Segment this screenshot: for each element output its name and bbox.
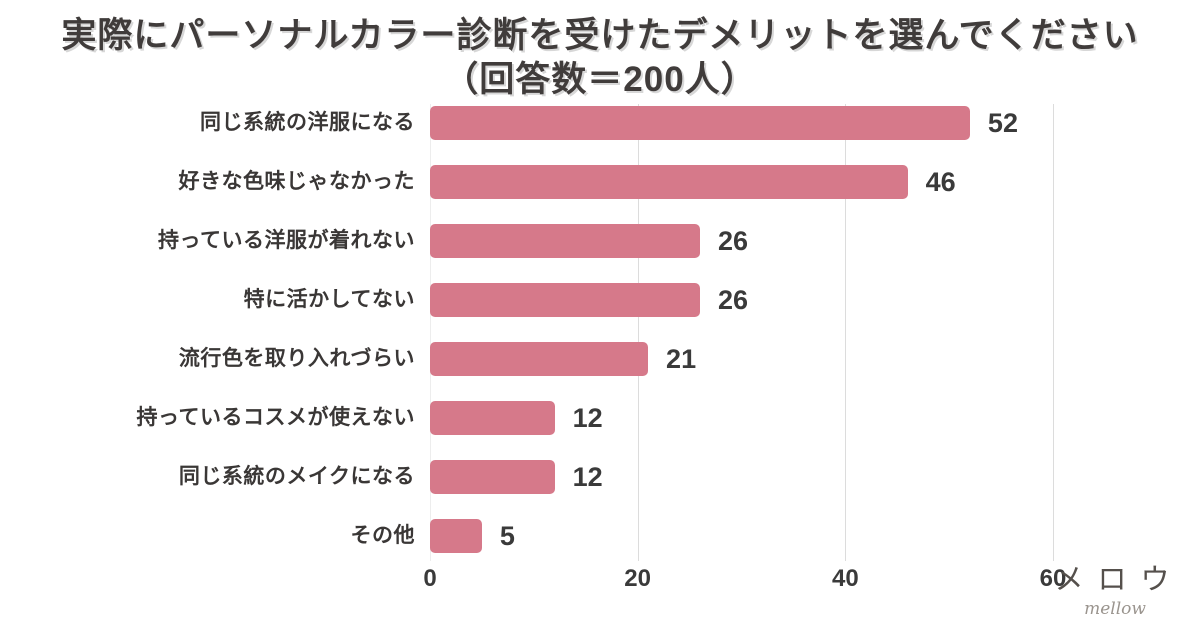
value-label: 5	[499, 521, 515, 551]
chart-title-line1: 実際にパーソナルカラー診断を受けたデメリットを選んでください	[61, 16, 1139, 55]
bar-row: 好きな色味じゃなかった 46	[0, 165, 1200, 199]
bar	[430, 283, 700, 317]
x-axis: 0 20 40 60	[0, 565, 1200, 597]
x-tick-label-0: 0	[423, 565, 437, 592]
bar-row: 持っている洋服が着れない 26	[0, 224, 1200, 258]
brand-logo-text: メロウ	[1054, 564, 1184, 596]
chart-title-line2: （回答数＝200人）	[443, 60, 757, 99]
gridline-20	[637, 104, 639, 561]
x-tick-label-40: 40	[831, 565, 859, 592]
value-label: 46	[925, 167, 956, 197]
category-label: 持っている洋服が着れない	[158, 229, 415, 252]
gridline-60	[1053, 104, 1054, 561]
value-label: 12	[572, 462, 603, 492]
category-label: 特に活かしてない	[243, 288, 415, 311]
x-tick-label-60: 60	[1039, 565, 1067, 592]
category-label: 同じ系統のメイクになる	[178, 465, 415, 488]
x-tick-label-20: 20	[624, 565, 651, 592]
brand-logo: メロウ mellow	[1040, 556, 1190, 619]
chart-title: 実際にパーソナルカラー診断を受けたデメリットを選んでください （回答数＝200人…	[0, 14, 1200, 102]
gridline-40	[845, 104, 847, 561]
bar	[430, 460, 555, 494]
value-label: 52	[987, 108, 1018, 138]
bar	[430, 401, 555, 435]
bar	[430, 342, 649, 376]
value-label: 21	[666, 344, 697, 374]
bar-row: 流行色を取り入れづらい 21	[0, 342, 1200, 376]
value-label: 26	[717, 285, 748, 315]
category-label: 同じ系統の洋服になる	[200, 111, 415, 134]
bar-row: 特に活かしてない 26	[0, 283, 1200, 317]
bar	[430, 106, 970, 140]
value-label: 26	[717, 226, 748, 256]
value-label: 12	[572, 403, 603, 433]
plot-area	[430, 104, 1054, 561]
bar	[430, 519, 482, 553]
bar	[430, 165, 908, 199]
gridline-0	[430, 104, 431, 561]
category-label: その他	[350, 524, 415, 547]
bar-row: 同じ系統の洋服になる 52	[0, 106, 1200, 140]
category-label: 好きな色味じゃなかった	[178, 170, 415, 193]
brand-logo-script: mellow	[1084, 599, 1146, 619]
category-label: 持っているコスメが使えない	[136, 406, 415, 429]
bar	[430, 224, 700, 258]
bar-row: 同じ系統のメイクになる 12	[0, 460, 1200, 494]
category-label: 流行色を取り入れづらい	[178, 347, 415, 370]
bar-row: 持っているコスメが使えない 12	[0, 401, 1200, 435]
bar-row: その他 5	[0, 519, 1200, 553]
